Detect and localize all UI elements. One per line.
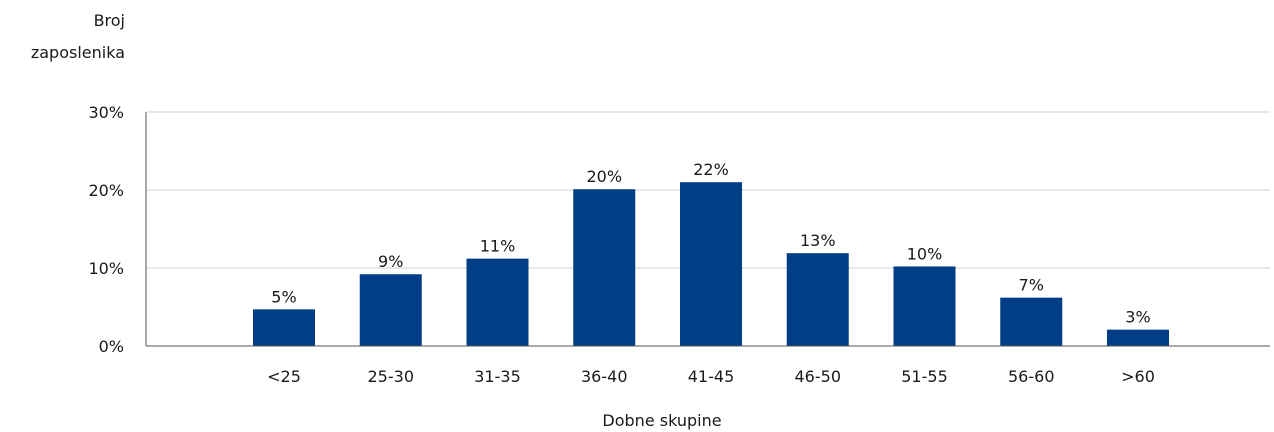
data-label: 9% [378,252,403,271]
bar [680,182,742,346]
data-label: 7% [1019,276,1044,295]
bar [466,258,529,346]
y-tick-label: 10% [88,259,124,278]
data-labels: 5% 9% 11% 20% 22% 13% 10% 7% 3% [271,160,1150,326]
x-tick-label: >60 [1121,367,1155,386]
y-axis-label: Broj zaposlenika [31,11,125,62]
y-axis-ticks: 0% 10% 20% 30% [88,103,124,356]
x-tick-label: 56-60 [1008,367,1055,386]
bar [573,189,636,346]
x-tick-label: 25-30 [368,367,415,386]
data-label: 20% [586,167,622,186]
data-label: 22% [693,160,729,179]
bar [359,274,422,346]
y-tick-label: 0% [99,337,124,356]
y-tick-label: 30% [88,103,124,122]
x-tick-label: 31-35 [474,367,521,386]
data-label: 13% [800,231,836,250]
bar [1000,297,1063,346]
bar [893,266,956,346]
x-tick-label: 36-40 [581,367,628,386]
y-axis-label-line-1: Broj [94,11,125,30]
bar [786,253,849,346]
x-axis-ticks: <25 25-30 31-35 36-40 41-45 46-50 51-55 56-60 >6… [267,367,1155,386]
x-tick-label: 51-55 [901,367,948,386]
x-tick-label: 41-45 [688,367,735,386]
bar [253,309,315,346]
data-label: 11% [480,237,516,256]
x-tick-label: 46-50 [795,367,842,386]
bars [253,182,1169,346]
y-tick-label: 20% [88,181,124,200]
data-label: 5% [271,287,296,306]
x-axis-label: Dobne skupine [602,411,721,430]
data-label: 10% [907,244,943,263]
bar [1107,329,1169,346]
x-tick-label: <25 [267,367,301,386]
y-axis-label-line-2: zaposlenika [31,43,125,62]
data-label: 3% [1125,308,1150,327]
